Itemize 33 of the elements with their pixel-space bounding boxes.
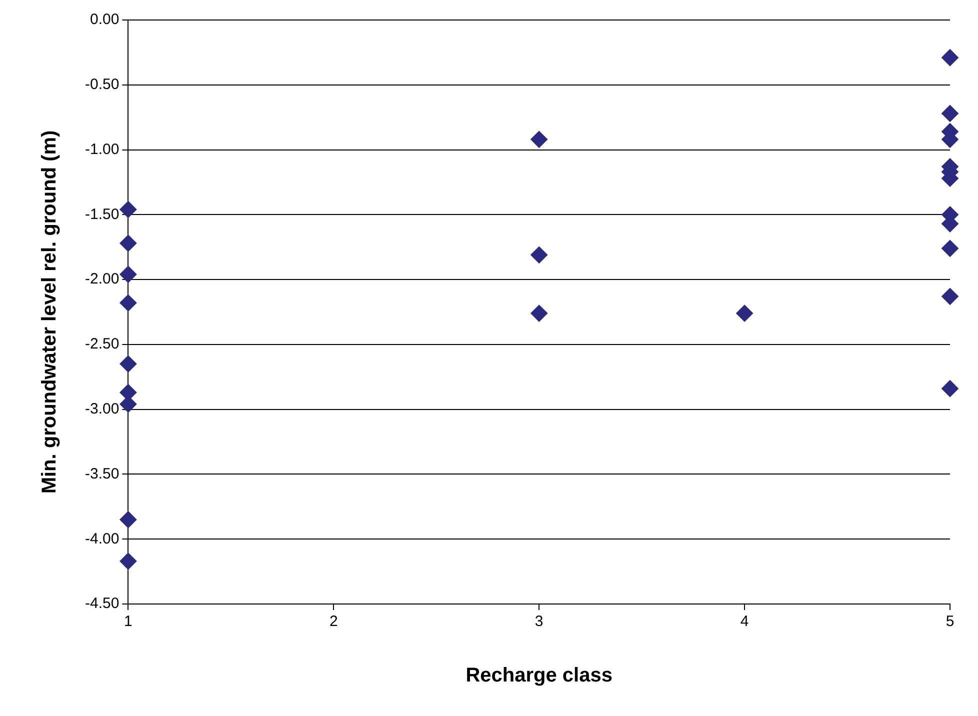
y-tick-label: 0.00 <box>90 11 120 28</box>
y-tick-label: -4.50 <box>84 595 120 612</box>
y-tick-label: -1.50 <box>84 206 120 223</box>
point <box>120 200 137 218</box>
x-axis-title: Recharge class <box>466 664 612 687</box>
y-tick-label: -2.00 <box>84 270 120 288</box>
point <box>530 130 548 148</box>
point <box>942 288 958 305</box>
x-tick-label: 3 <box>534 613 544 630</box>
y-tick-label: -3.00 <box>84 400 120 418</box>
point <box>942 104 958 122</box>
point <box>942 380 958 398</box>
y-tick-label: -2.50 <box>84 336 120 353</box>
point <box>530 246 548 264</box>
x-tick-label: 1 <box>124 613 132 630</box>
y-tick-label: -0.50 <box>84 76 120 94</box>
point <box>120 266 137 283</box>
y-tick-label: -1.00 <box>84 140 120 158</box>
point <box>736 304 754 322</box>
y-tick-label: -3.50 <box>84 465 120 482</box>
y-axis-title: Min. groundwater level rel. ground (m) <box>38 130 61 494</box>
point <box>120 355 137 372</box>
point <box>942 49 958 66</box>
point <box>120 511 137 528</box>
y-tick-label: -4.00 <box>84 530 120 548</box>
x-tick-label: 2 <box>329 613 338 630</box>
x-tick-label: 5 <box>946 613 954 630</box>
point <box>120 234 137 252</box>
point <box>120 552 137 570</box>
point <box>530 304 548 322</box>
point <box>942 240 958 257</box>
point <box>120 294 137 312</box>
x-tick-label: 4 <box>740 613 749 630</box>
